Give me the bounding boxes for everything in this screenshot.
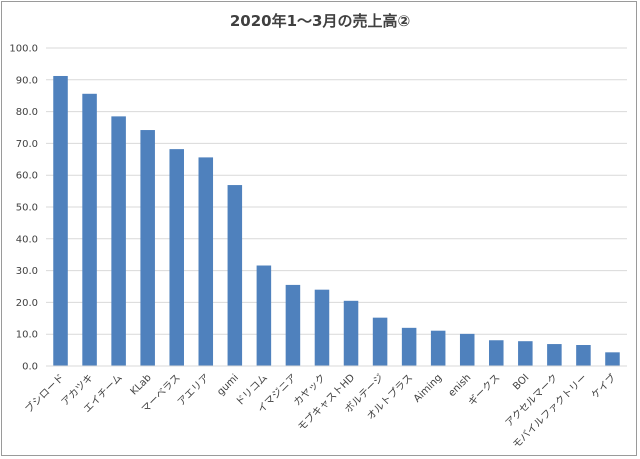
bar <box>314 289 330 366</box>
bar <box>256 265 272 366</box>
y-axis-ticks: 0.0 10.0 20.0 30.0 40.0 50.0 60.0 70.0 80.0 90.0 1… <box>9 44 38 373</box>
x-category-label: ブシロード <box>22 371 67 416</box>
y-tick-label: 70.0 <box>16 139 38 150</box>
gridlines <box>46 47 627 335</box>
y-tick-label: 60.0 <box>16 171 38 182</box>
x-category-label: KLab <box>129 372 154 397</box>
bar <box>459 333 475 366</box>
bar <box>227 185 243 366</box>
bar <box>576 345 591 366</box>
bar <box>169 149 184 366</box>
y-tick-label: 30.0 <box>16 266 38 277</box>
bar <box>547 344 562 366</box>
bar <box>53 75 68 366</box>
bar <box>430 330 446 366</box>
chart-title: 2020年1～3月の売上高② <box>229 12 411 30</box>
bar <box>198 157 214 366</box>
y-tick-label: 90.0 <box>16 75 38 86</box>
x-category-label: アエリア <box>176 372 212 408</box>
x-category-label: gumi <box>215 372 241 398</box>
bar <box>489 340 504 366</box>
x-category-label: BOI <box>511 372 531 392</box>
bar <box>518 341 533 366</box>
bar <box>605 352 620 366</box>
x-category-label: ギークス <box>466 372 503 409</box>
bar <box>285 284 301 366</box>
bar <box>372 317 388 366</box>
bar <box>111 116 126 367</box>
x-category-label: ケイブ <box>588 371 618 401</box>
y-tick-label: 20.0 <box>16 298 38 309</box>
y-tick-label: 10.0 <box>16 330 38 341</box>
bar <box>140 130 155 366</box>
x-category-label: Aiming <box>412 372 444 404</box>
y-tick-label: 80.0 <box>16 107 38 118</box>
y-tick-label: 40.0 <box>16 234 38 245</box>
x-category-label: enish <box>447 372 474 399</box>
bar <box>401 327 417 366</box>
bar <box>343 300 359 366</box>
y-tick-label: 100.0 <box>9 44 38 55</box>
x-category-label: アクセルマーク <box>503 372 561 430</box>
y-tick-label: 50.0 <box>16 203 38 214</box>
bar <box>82 93 97 367</box>
bars <box>53 75 620 367</box>
y-tick-label: 0.0 <box>22 362 38 373</box>
